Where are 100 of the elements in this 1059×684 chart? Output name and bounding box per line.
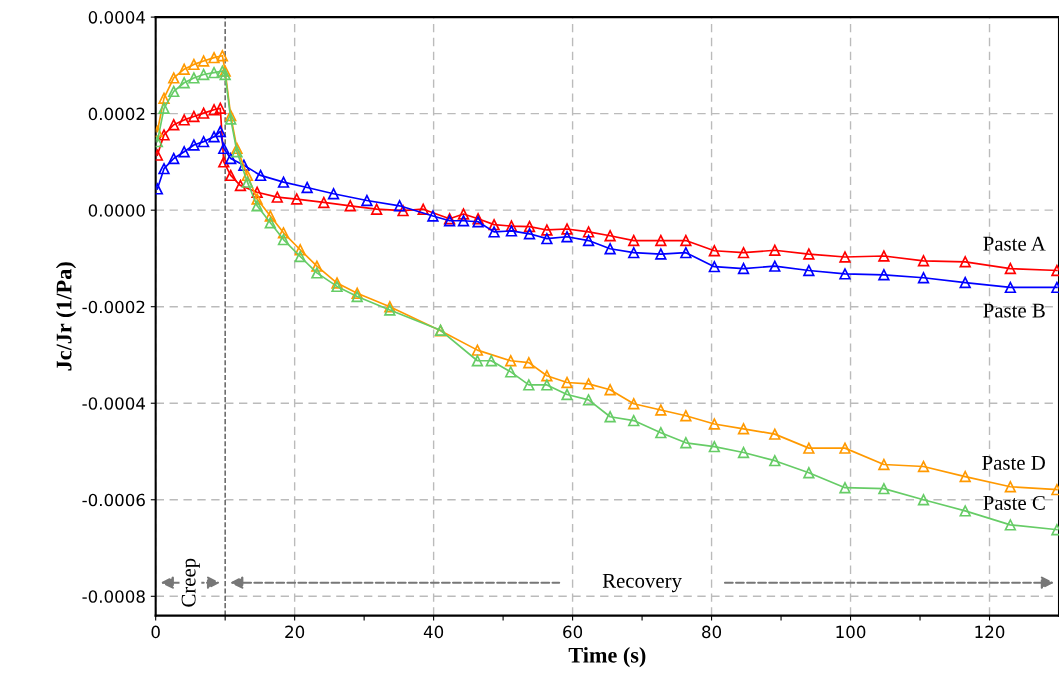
point bbox=[277, 227, 290, 239]
point bbox=[655, 234, 667, 247]
point bbox=[311, 267, 323, 279]
point bbox=[251, 200, 263, 212]
point bbox=[803, 248, 815, 260]
point bbox=[158, 92, 170, 104]
point bbox=[628, 246, 640, 259]
point bbox=[505, 225, 518, 237]
point bbox=[959, 276, 971, 289]
point bbox=[231, 146, 243, 158]
point bbox=[168, 119, 180, 131]
point bbox=[370, 203, 383, 215]
point bbox=[655, 248, 667, 260]
annotation: Recovery bbox=[602, 573, 682, 593]
point bbox=[1004, 519, 1017, 531]
y-tick-label: -0.0002 bbox=[82, 300, 145, 314]
point bbox=[294, 250, 306, 263]
point bbox=[541, 224, 553, 236]
point bbox=[582, 378, 595, 390]
point bbox=[680, 437, 692, 449]
point bbox=[708, 440, 721, 453]
point bbox=[708, 418, 721, 430]
point bbox=[351, 287, 363, 299]
annotation: Creep bbox=[181, 558, 200, 607]
point bbox=[1004, 281, 1017, 294]
point bbox=[417, 203, 429, 215]
point bbox=[737, 262, 750, 275]
x-tick-label: 120 bbox=[975, 625, 1005, 639]
point bbox=[769, 260, 781, 272]
point bbox=[251, 193, 263, 205]
point bbox=[188, 139, 200, 151]
point bbox=[839, 481, 851, 494]
point bbox=[327, 188, 340, 200]
point bbox=[294, 244, 306, 256]
point bbox=[604, 384, 616, 396]
x-axis-title: Time (s) bbox=[568, 647, 646, 668]
point bbox=[604, 411, 616, 423]
series-label: Paste A bbox=[983, 236, 1046, 251]
point bbox=[254, 169, 267, 182]
point bbox=[178, 77, 190, 89]
point bbox=[959, 470, 971, 483]
point bbox=[561, 231, 573, 243]
point bbox=[878, 482, 890, 495]
point bbox=[541, 232, 553, 245]
y-tick-label: -0.0004 bbox=[82, 397, 146, 410]
point bbox=[488, 218, 500, 231]
point bbox=[839, 251, 851, 263]
point bbox=[178, 63, 190, 75]
point bbox=[158, 162, 170, 175]
point bbox=[1004, 481, 1017, 493]
y-tick-label: -0.0008 bbox=[82, 590, 145, 603]
point bbox=[311, 260, 323, 272]
point bbox=[769, 428, 781, 440]
y-tick-label: 0.0002 bbox=[88, 107, 145, 121]
point bbox=[291, 193, 303, 205]
point bbox=[471, 355, 484, 367]
point bbox=[655, 404, 667, 416]
point bbox=[680, 410, 692, 422]
point bbox=[803, 467, 815, 479]
point bbox=[582, 234, 595, 247]
point bbox=[737, 446, 750, 459]
point bbox=[878, 250, 890, 262]
point bbox=[582, 394, 595, 406]
point bbox=[208, 66, 220, 79]
point bbox=[582, 226, 595, 238]
point bbox=[878, 269, 890, 281]
point bbox=[959, 256, 971, 268]
point bbox=[361, 194, 373, 207]
point bbox=[197, 55, 210, 67]
point bbox=[769, 244, 781, 256]
point bbox=[188, 110, 200, 123]
point bbox=[839, 442, 851, 454]
point bbox=[197, 135, 210, 148]
point bbox=[158, 102, 170, 115]
point bbox=[803, 264, 815, 277]
point bbox=[917, 460, 930, 473]
y-tick-label: 0.0000 bbox=[88, 204, 145, 217]
point bbox=[241, 169, 254, 182]
x-tick-label: 100 bbox=[836, 625, 866, 639]
point bbox=[628, 398, 640, 410]
point bbox=[188, 58, 200, 71]
point bbox=[541, 379, 553, 391]
point bbox=[208, 104, 220, 116]
point bbox=[505, 366, 517, 378]
point bbox=[737, 246, 750, 259]
point bbox=[301, 181, 313, 194]
point bbox=[241, 176, 254, 188]
point bbox=[628, 414, 640, 427]
x-tick-label: 20 bbox=[285, 625, 305, 639]
x-tick-label: 60 bbox=[563, 625, 583, 639]
point bbox=[264, 217, 277, 229]
point bbox=[225, 152, 237, 165]
point bbox=[238, 159, 250, 171]
series-label: Paste D bbox=[982, 455, 1045, 470]
point bbox=[561, 376, 573, 389]
point bbox=[188, 72, 200, 84]
point bbox=[917, 494, 930, 506]
point bbox=[331, 280, 343, 293]
point bbox=[485, 355, 497, 367]
point bbox=[351, 290, 363, 303]
